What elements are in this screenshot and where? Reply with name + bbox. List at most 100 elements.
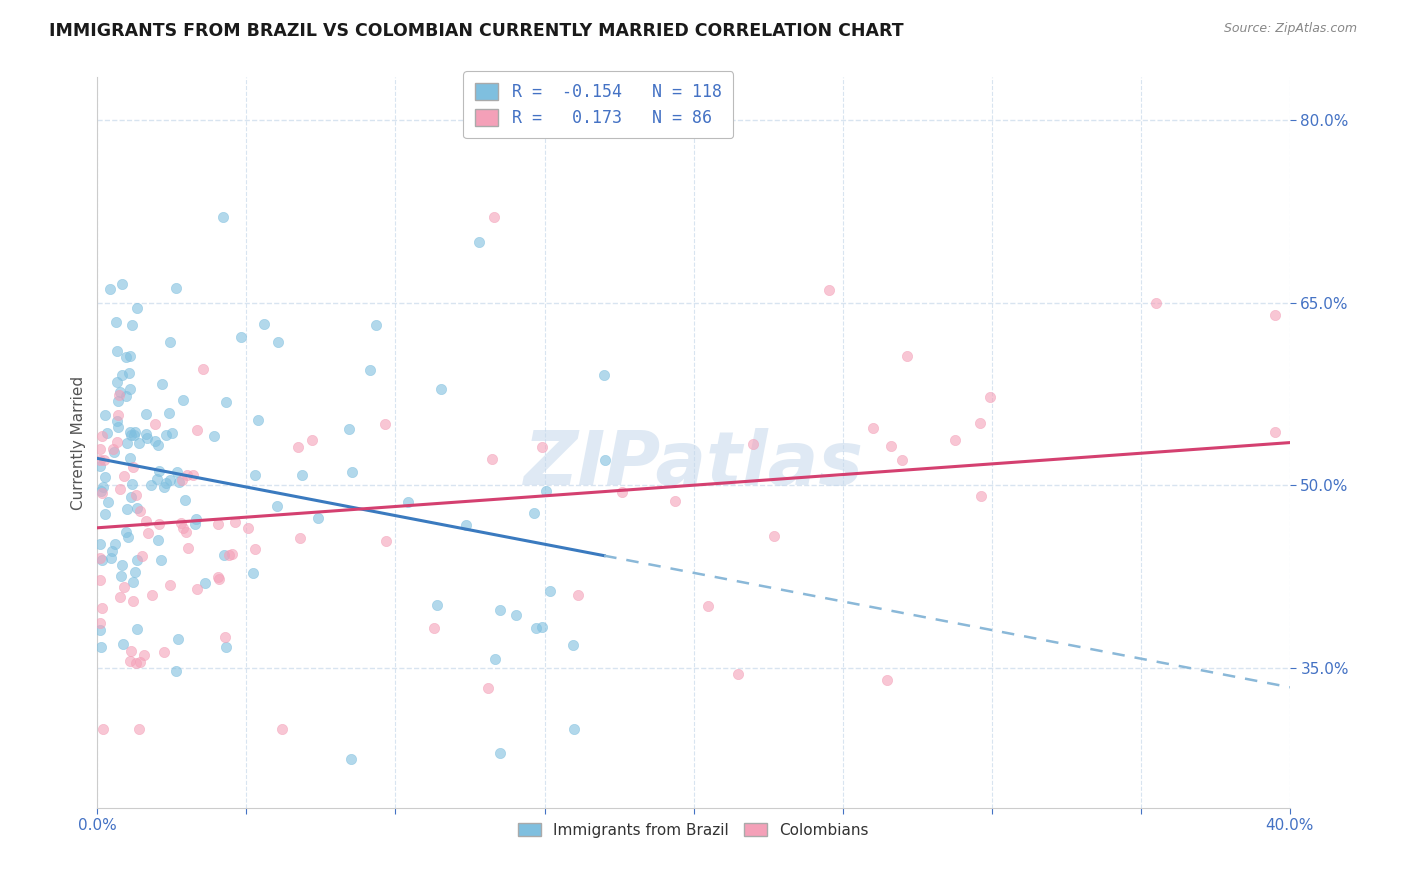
Point — [862, 421, 884, 435]
Point — [236, 521, 259, 535]
Point — [94, 507, 117, 521]
Point — [166, 465, 188, 479]
Point — [359, 362, 381, 376]
Point — [224, 515, 246, 529]
Point — [727, 666, 749, 681]
Point — [124, 425, 146, 440]
Point — [105, 343, 128, 358]
Point — [153, 645, 176, 659]
Point — [288, 531, 311, 545]
Point — [530, 441, 553, 455]
Point — [396, 494, 419, 508]
Point — [215, 395, 238, 409]
Point — [287, 440, 309, 454]
Point — [124, 656, 146, 670]
Point — [111, 277, 134, 292]
Point — [148, 517, 170, 532]
Point — [105, 434, 128, 449]
Point — [91, 601, 114, 615]
Point — [172, 520, 194, 534]
Point — [101, 442, 124, 456]
Point — [89, 623, 111, 637]
Point — [181, 468, 204, 483]
Point — [115, 436, 138, 450]
Point — [129, 504, 152, 518]
Point — [159, 578, 181, 592]
Point — [120, 643, 142, 657]
Point — [174, 525, 197, 540]
Point — [468, 235, 491, 249]
Point — [112, 580, 135, 594]
Point — [143, 417, 166, 431]
Point — [89, 537, 111, 551]
Point — [530, 620, 553, 634]
Point — [170, 473, 193, 487]
Point — [567, 588, 589, 602]
Point — [120, 349, 142, 363]
Point — [94, 470, 117, 484]
Point — [742, 436, 765, 450]
Point — [291, 468, 314, 483]
Point — [489, 746, 512, 760]
Point — [150, 553, 173, 567]
Point — [134, 648, 156, 662]
Point — [214, 630, 236, 644]
Point — [141, 478, 163, 492]
Point — [374, 534, 396, 549]
Point — [564, 722, 586, 736]
Point — [107, 420, 129, 434]
Point — [307, 510, 329, 524]
Point — [191, 361, 214, 376]
Point — [172, 393, 194, 408]
Point — [337, 422, 360, 436]
Point — [160, 426, 183, 441]
Point — [481, 451, 503, 466]
Point — [115, 350, 138, 364]
Point — [148, 438, 170, 452]
Point — [122, 460, 145, 475]
Point — [110, 569, 132, 583]
Point — [131, 549, 153, 564]
Point — [534, 483, 557, 498]
Point — [115, 388, 138, 402]
Point — [477, 681, 499, 696]
Y-axis label: Currently Married: Currently Married — [72, 376, 86, 509]
Point — [167, 632, 190, 646]
Point — [880, 439, 903, 453]
Point — [423, 621, 446, 635]
Point — [267, 334, 290, 349]
Point — [763, 529, 786, 543]
Point — [120, 425, 142, 439]
Point — [129, 655, 152, 669]
Text: ZIPatlas: ZIPatlas — [523, 428, 863, 501]
Point — [484, 652, 506, 666]
Point — [1144, 295, 1167, 310]
Point — [111, 558, 134, 573]
Point — [211, 211, 233, 225]
Point — [90, 486, 112, 500]
Point — [122, 428, 145, 442]
Point — [610, 484, 633, 499]
Point — [104, 315, 127, 329]
Point — [90, 553, 112, 567]
Point — [159, 334, 181, 349]
Point — [89, 442, 111, 456]
Point — [127, 553, 149, 567]
Point — [89, 458, 111, 473]
Point — [108, 388, 131, 402]
Point — [186, 582, 208, 597]
Point — [214, 549, 236, 563]
Point — [93, 453, 115, 467]
Point — [120, 655, 142, 669]
Point — [125, 301, 148, 316]
Point — [194, 575, 217, 590]
Point — [165, 664, 187, 678]
Point — [148, 464, 170, 478]
Point — [207, 572, 229, 586]
Point — [121, 476, 143, 491]
Point — [339, 752, 361, 766]
Point — [342, 465, 364, 479]
Point — [456, 518, 478, 533]
Point — [136, 526, 159, 541]
Point — [141, 588, 163, 602]
